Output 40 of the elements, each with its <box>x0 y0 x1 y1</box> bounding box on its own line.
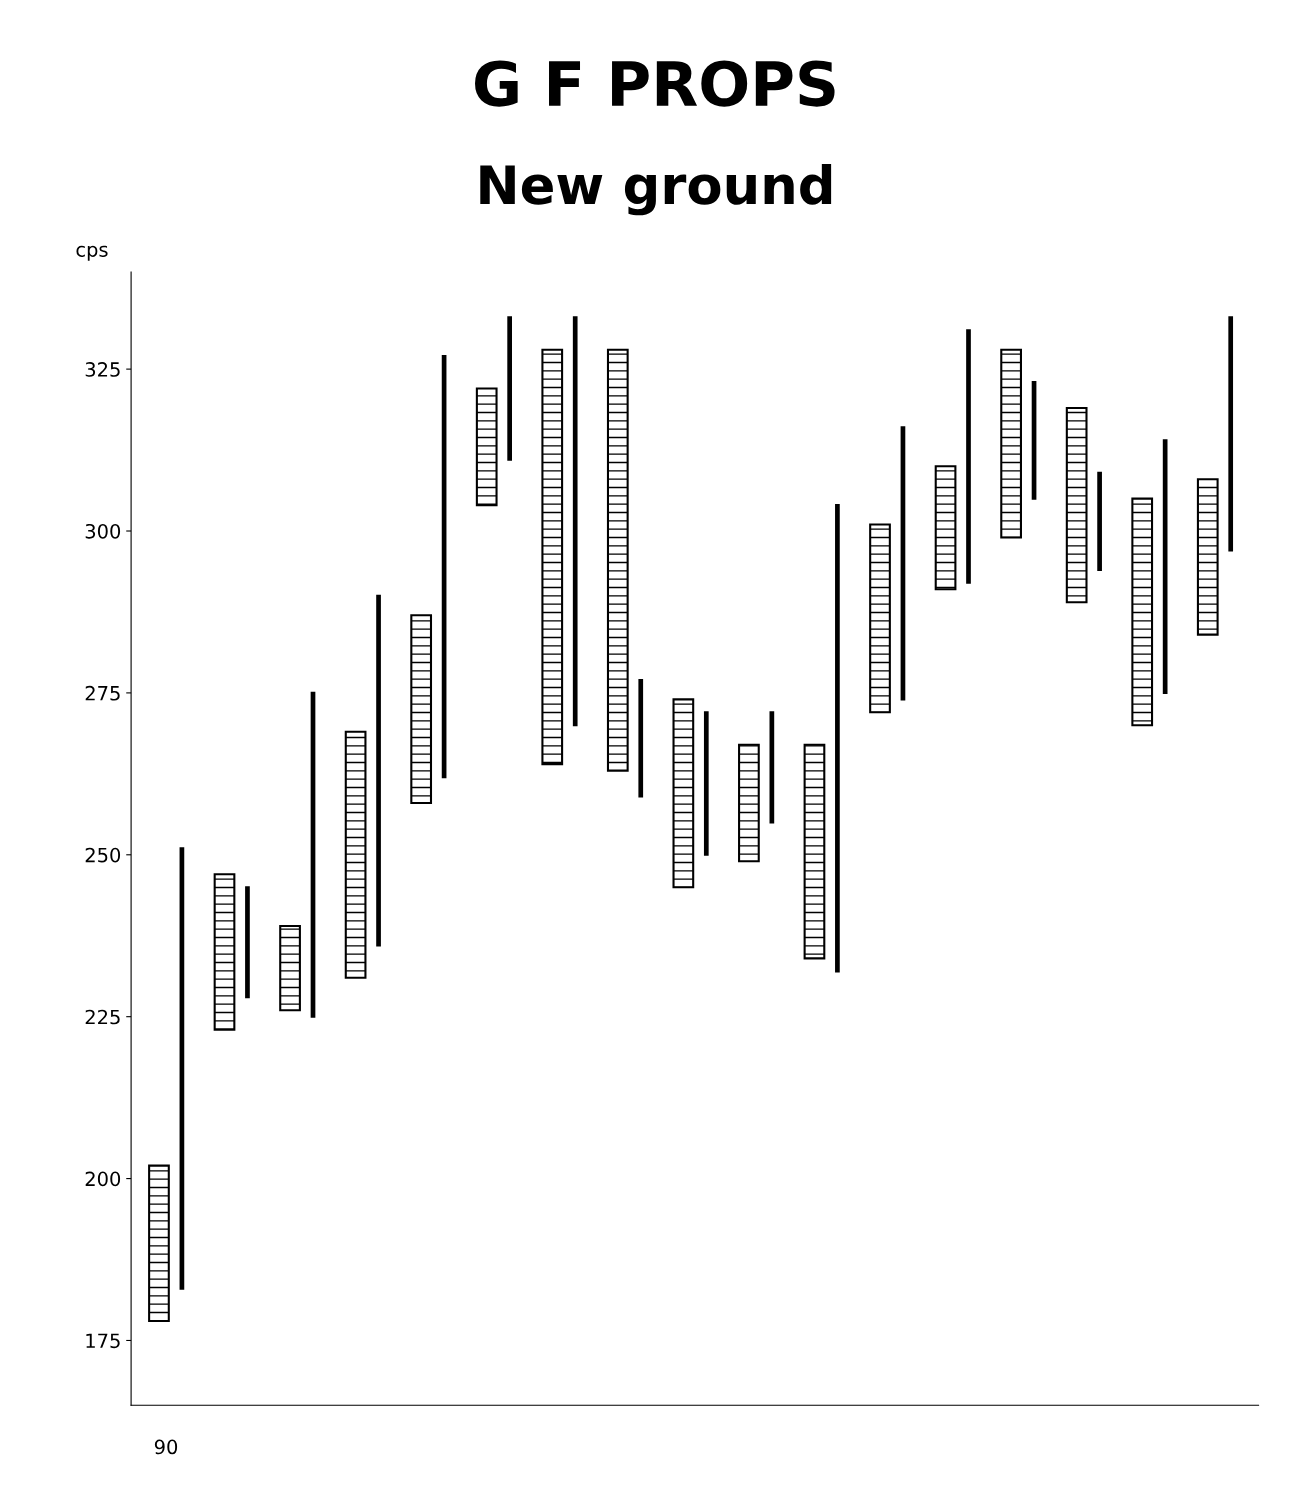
bar <box>934 465 957 591</box>
bar <box>376 594 381 947</box>
bar <box>703 711 709 856</box>
bar <box>1065 406 1088 604</box>
y-tick-label: 225 <box>85 1009 120 1025</box>
bar <box>507 316 512 461</box>
chart-title: G F PROPS <box>475 60 835 107</box>
bar <box>1097 471 1102 571</box>
bar <box>410 614 433 805</box>
bar <box>869 523 891 714</box>
bar <box>966 329 971 584</box>
bar <box>213 873 236 1031</box>
bar <box>738 743 760 863</box>
text: 90 <box>154 1439 178 1455</box>
bar <box>1196 478 1219 636</box>
y-tick-label: 175 <box>86 1333 120 1349</box>
bar <box>803 743 826 960</box>
y-tick-label: 275 <box>85 685 120 701</box>
bar <box>769 711 775 824</box>
y-tick-label: 200 <box>85 1171 121 1187</box>
bar <box>638 678 644 798</box>
bar <box>1162 439 1168 694</box>
bar <box>344 730 367 979</box>
bar <box>148 1164 170 1323</box>
bar <box>541 348 564 766</box>
y-axis-title: cps <box>76 245 108 261</box>
bar <box>1228 316 1234 552</box>
bar <box>1131 497 1154 727</box>
y-tick-label: 300 <box>85 523 121 539</box>
bar <box>606 348 629 772</box>
bar <box>572 316 578 727</box>
bar <box>835 504 840 973</box>
bar <box>245 886 250 999</box>
bar <box>672 698 695 889</box>
chart-subtitle: New ground <box>480 163 832 216</box>
bar <box>279 924 301 1012</box>
bar <box>475 387 498 507</box>
y-tick-label: 250 <box>85 847 121 863</box>
y-tick-label: 325 <box>85 362 120 377</box>
bar <box>1000 348 1022 539</box>
